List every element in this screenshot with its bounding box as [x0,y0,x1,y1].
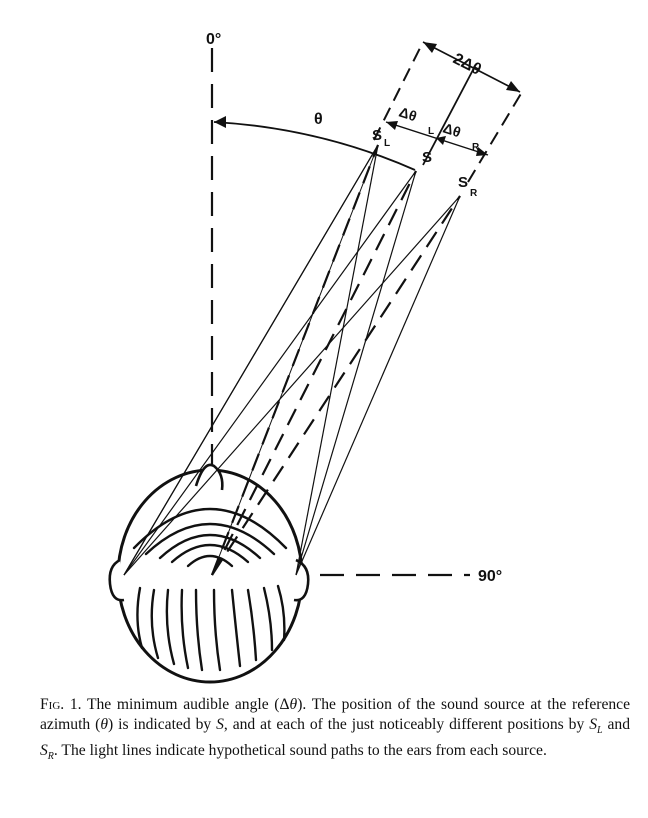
figure-caption: Fig. 1. The minimum audible angle (Δθ). … [40,695,630,767]
caption-theta-2: θ [100,716,109,733]
caption-s-r-sub: R [47,751,54,763]
theta-arrowhead [214,116,226,128]
source-r-sub: R [470,188,478,199]
two-delta-theta-arrow-right [506,81,520,92]
caption-s-l: S [589,716,597,733]
caption-text-6: . The light lines indicate hypothetical … [53,742,547,760]
two-delta-theta-label: 2Δθ [450,50,484,78]
theta-label: θ [314,111,323,128]
delta-theta-arrow-center [436,136,446,145]
delta-theta-arrow-left [386,121,398,130]
bracket-center-line [422,67,475,166]
source-l-label: S [372,127,382,144]
caption-text-4: , and at each of the just noticeably dif… [223,716,590,733]
caption-text-2: ). The position of the sound source at t… [40,696,630,733]
caption-text-5: and [602,716,630,733]
source-r-label: S [458,174,468,191]
two-delta-theta-arrow-left [423,42,437,53]
ninety-degree-label: 90° [478,568,502,585]
delta-theta-r-label: Δθ [441,120,463,141]
delta-theta-arrow-right [476,147,488,156]
caption-text-3: ) is indicated by [108,716,217,733]
hair-lines [132,507,288,672]
sound-paths-left-ear [123,144,461,576]
caption-theta-1: θ [289,696,298,713]
caption-text-1: The minimum audible angle (Δ [81,696,290,713]
source-label: S [422,149,432,166]
two-delta-theta-dimension-line [422,41,521,93]
delta-theta-r-sub: R [472,142,480,153]
source-l-sub: L [384,138,390,149]
zero-degree-label: 0° [206,31,221,48]
caption-s: S [216,716,224,733]
delta-theta-l-sub: L [428,126,434,137]
left-ear [108,558,125,602]
theta-arc [213,121,416,171]
delta-theta-l-label: Δθ [397,104,419,125]
source-l-to-head-light [211,144,379,576]
bracket-right-dashed [467,91,523,183]
caption-figure-number: Fig. 1. [40,696,82,713]
sound-paths-right-ear [295,144,461,576]
head-outline [116,468,304,684]
caption-s-r: S [40,742,48,760]
bracket-left-dashed [373,41,424,141]
right-ear [293,558,310,602]
figure-diagram: 0° 90° θ 2Δθ Δθ L Δθ R S L S S R [108,31,523,684]
caption-s-l-sub: L [596,725,603,737]
